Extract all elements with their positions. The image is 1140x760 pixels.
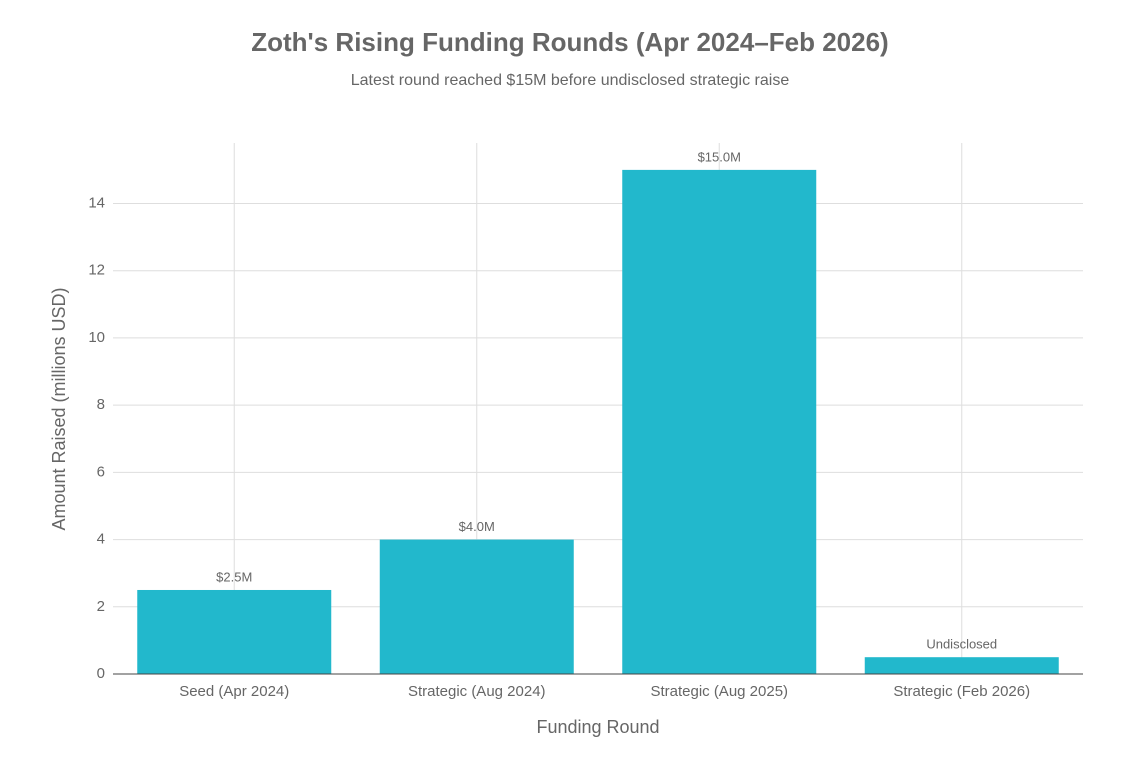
value-label: $15.0M bbox=[698, 149, 741, 164]
y-tick-label: 4 bbox=[97, 531, 105, 548]
value-label: $2.5M bbox=[216, 569, 252, 584]
x-axis-title: Funding Round bbox=[536, 717, 659, 737]
y-tick-label: 6 bbox=[97, 463, 105, 480]
chart-title: Zoth's Rising Funding Rounds (Apr 2024–F… bbox=[251, 27, 888, 57]
y-tick-label: 8 bbox=[97, 396, 105, 413]
y-tick-label: 0 bbox=[97, 665, 105, 682]
x-tick-label: Seed (Apr 2024) bbox=[179, 683, 289, 700]
value-label: Undisclosed bbox=[926, 637, 997, 652]
x-tick-label: Strategic (Feb 2026) bbox=[893, 683, 1030, 700]
y-tick-label: 10 bbox=[88, 329, 105, 346]
x-tick-label: Strategic (Aug 2025) bbox=[650, 683, 788, 700]
x-tick-label: Strategic (Aug 2024) bbox=[408, 683, 546, 700]
bar bbox=[622, 169, 817, 674]
chart-subtitle: Latest round reached $15M before undiscl… bbox=[351, 72, 790, 89]
bar bbox=[379, 539, 574, 674]
value-label: $4.0M bbox=[459, 519, 495, 534]
bar bbox=[864, 657, 1059, 674]
y-tick-label: 12 bbox=[88, 262, 105, 279]
bar bbox=[137, 589, 332, 674]
y-tick-label: 2 bbox=[97, 598, 105, 615]
y-axis-title: Amount Raised (millions USD) bbox=[49, 287, 69, 530]
y-tick-label: 14 bbox=[88, 194, 105, 211]
